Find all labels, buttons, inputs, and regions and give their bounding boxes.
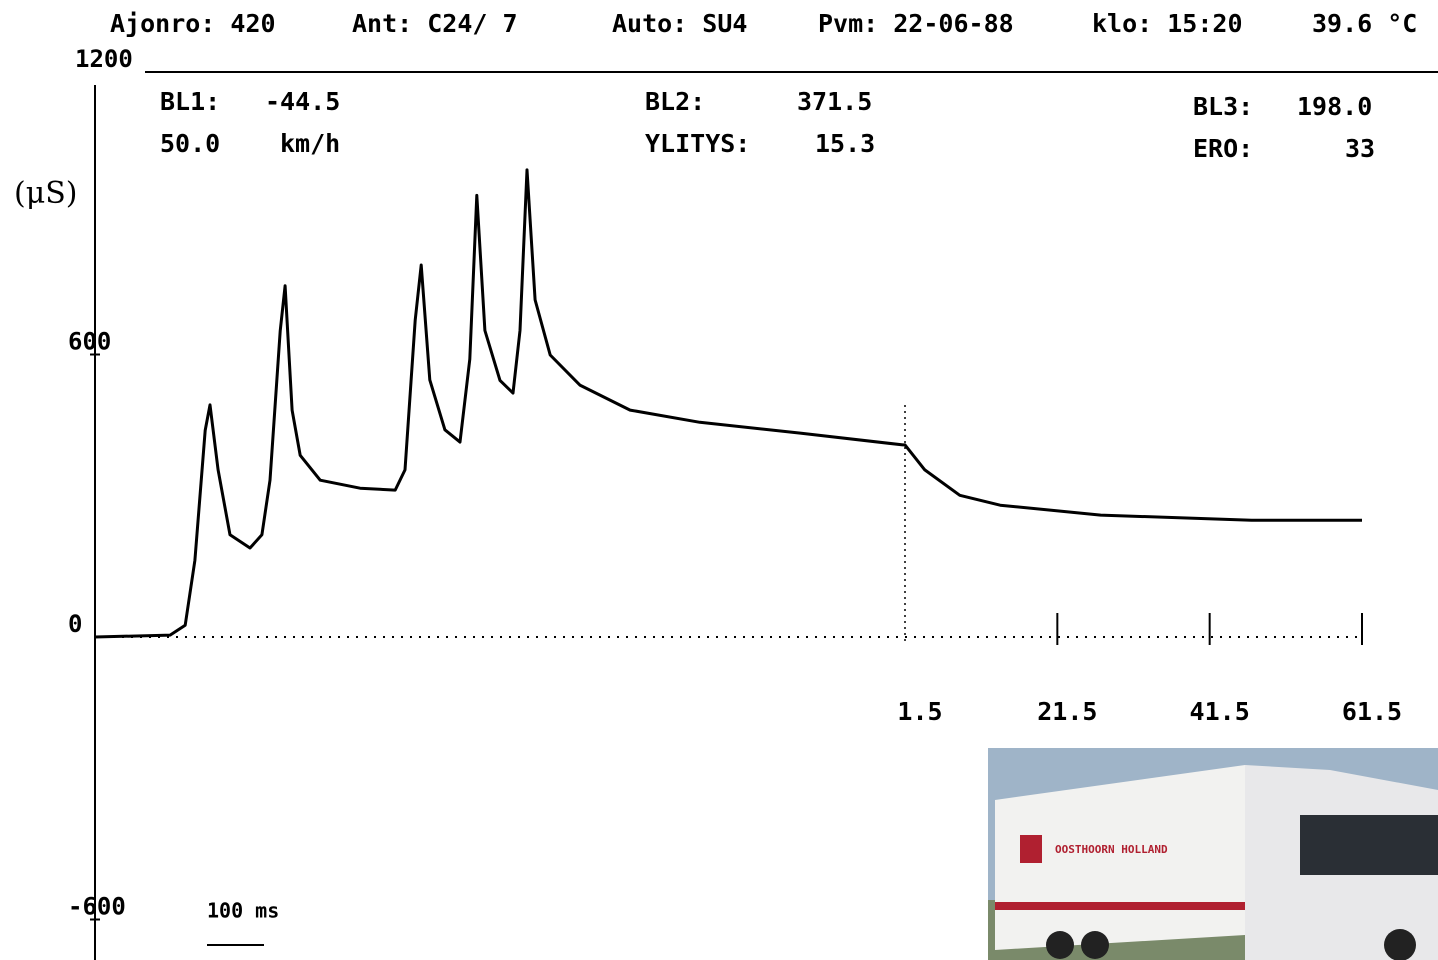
x-tick-label: 61.5	[1342, 697, 1402, 726]
info-text: ERO:	[1193, 134, 1253, 163]
signal-line	[94, 168, 1362, 639]
y-tick-label: -600	[68, 893, 126, 921]
y-tick-label: 0	[68, 610, 82, 638]
x-tick-label: 41.5	[1190, 697, 1250, 726]
y-label: (μS)	[14, 176, 77, 211]
info-text: 15.3	[815, 129, 875, 158]
header-field: Pvm: 22-06-88	[818, 9, 1014, 38]
x-tick-label: 21.5	[1037, 697, 1097, 726]
info-text: 33	[1345, 134, 1375, 163]
info-text: km/h	[280, 129, 340, 158]
info-text: YLITYS:	[645, 129, 750, 158]
info-text: 198.0	[1297, 92, 1372, 121]
x-tick-label: 1.5	[897, 697, 942, 726]
header-field: Ajonro: 420	[110, 9, 276, 38]
header-field: Ant: C24/ 7	[352, 9, 518, 38]
header-field: Auto: SU4	[612, 9, 747, 38]
info-text: BL1:	[160, 87, 220, 116]
info-text: BL2:	[645, 87, 705, 116]
scale-bar-label: 100 ms	[207, 899, 279, 923]
info-text: -44.5	[265, 87, 340, 116]
photo: OOSTHOORN HOLLAND	[988, 748, 1438, 960]
info-text: BL3:	[1193, 92, 1253, 121]
info-text: 50.0	[160, 129, 220, 158]
y-tick-label: 1200	[75, 45, 133, 73]
header-field: klo: 15:20	[1092, 9, 1243, 38]
info-text: 371.5	[797, 87, 872, 116]
y-tick-label: 600	[68, 328, 111, 356]
photo-text: OOSTHOORN HOLLAND	[1055, 843, 1168, 856]
header-field: 39.6 °C	[1312, 9, 1417, 38]
